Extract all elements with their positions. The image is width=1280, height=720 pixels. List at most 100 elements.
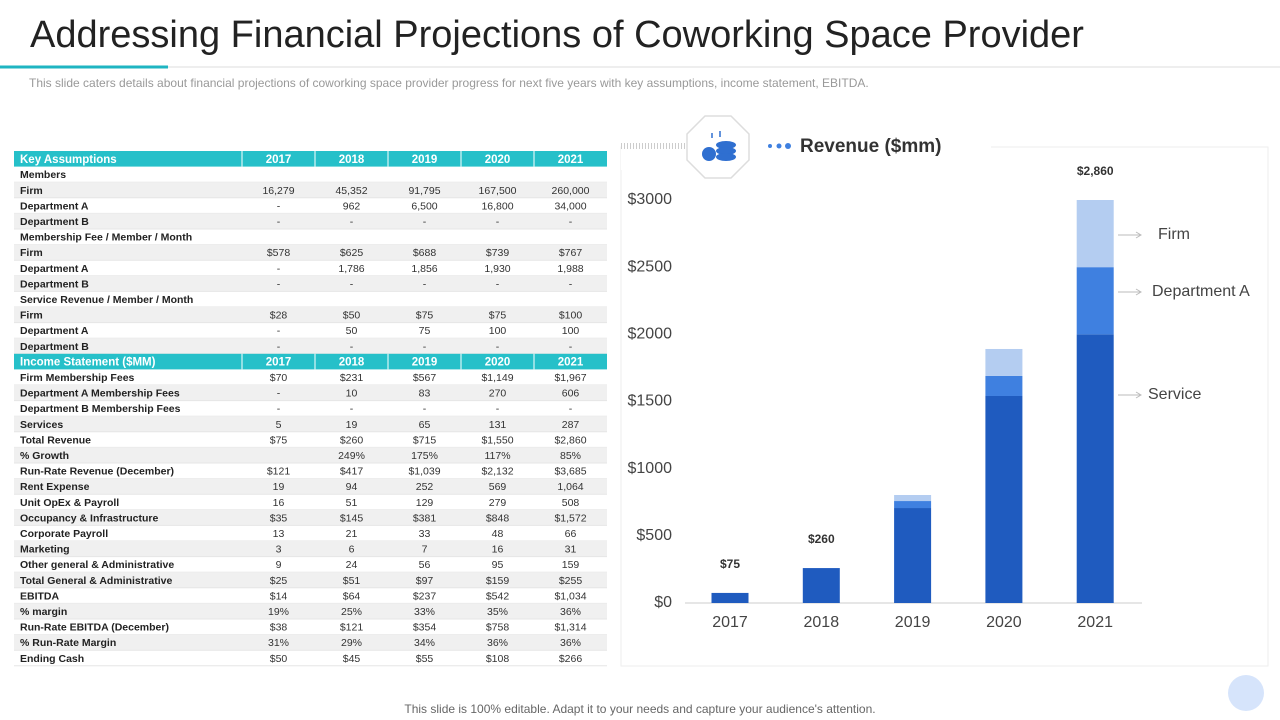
table-cell: 100: [562, 325, 580, 337]
row-stripe: [14, 385, 607, 401]
table-cell: $97: [416, 575, 434, 587]
row-label: Marketing: [20, 544, 70, 556]
table-header-row: [14, 151, 607, 167]
row-label: Firm: [20, 310, 43, 322]
table-cell: 95: [492, 559, 504, 571]
table-cell: 36%: [487, 637, 508, 649]
dot: [776, 143, 782, 149]
table-cell: 129: [416, 497, 434, 509]
table-cell: $75: [489, 310, 507, 322]
table-cell: $715: [413, 434, 437, 446]
table-cell: 249%: [338, 450, 365, 462]
row-label: % Growth: [20, 450, 69, 462]
table-cell: -: [496, 278, 500, 290]
total-label: $260: [808, 532, 835, 546]
table-cell: -: [277, 388, 281, 400]
table-cell: 34%: [414, 637, 435, 649]
table-cell: 33: [419, 528, 431, 540]
total-label: $75: [720, 557, 740, 571]
table-cell: 159: [562, 559, 580, 571]
table-cell: $1,039: [408, 466, 440, 478]
table-cell: 48: [492, 528, 504, 540]
bar-segment: [711, 592, 749, 603]
table-cell: $28: [270, 310, 288, 322]
table-cell: 50: [346, 325, 358, 337]
table-cell: -: [277, 278, 281, 290]
bar-segment: [985, 348, 1023, 376]
table-cell: -: [277, 216, 281, 228]
table-cell: 962: [343, 200, 361, 212]
table-cell: 91,795: [408, 185, 440, 197]
y-tick-label: $2500: [628, 258, 673, 275]
header-cell: Key Assumptions: [20, 154, 117, 166]
title-backdrop: [621, 120, 991, 170]
table-cell: 6: [349, 544, 355, 556]
table-cell: 1,930: [484, 263, 510, 275]
table-cell: $354: [413, 622, 437, 634]
table-cell: 45,352: [335, 185, 367, 197]
corner-dot: [1228, 675, 1264, 711]
bar-segment: [802, 568, 840, 603]
table-cell: 19%: [268, 606, 289, 618]
table-cell: 100: [489, 325, 507, 337]
row-label: Firm Membership Fees: [20, 372, 135, 384]
row-label: Department A: [20, 200, 89, 212]
table-cell: $758: [486, 622, 510, 634]
table-cell: $70: [270, 372, 288, 384]
table-cell: $1,034: [554, 590, 586, 602]
x-tick-label: 2019: [895, 614, 931, 631]
table-cell: -: [277, 200, 281, 212]
table-cell: 131: [489, 419, 507, 431]
legend-arrowhead: [1135, 231, 1142, 239]
chart: $0 $500 $1000 $1500 $2000 $2500 $3000 2017 $75 20…: [628, 164, 1251, 631]
table-cell: $38: [270, 622, 288, 634]
table-cell: $50: [343, 310, 361, 322]
table-cell: $75: [270, 434, 288, 446]
table-cell: $145: [340, 512, 364, 524]
table-cell: 36%: [560, 637, 581, 649]
table-cell: 16: [492, 544, 504, 556]
table-cell: 3: [276, 544, 282, 556]
table-cell: 270: [489, 388, 507, 400]
table-cell: $35: [270, 512, 288, 524]
table-cell: $266: [559, 653, 583, 665]
table-cell: $1,967: [554, 372, 586, 384]
table-cell: 1,988: [557, 263, 583, 275]
table-cell: $25: [270, 575, 288, 587]
table-cell: -: [350, 278, 354, 290]
legend-label: Service: [1148, 386, 1201, 403]
header-cell: 2018: [339, 154, 365, 166]
row-stripe: [14, 509, 607, 526]
row-label: Ending Cash: [20, 653, 84, 665]
table-cell: $1,550: [481, 434, 513, 446]
y-tick-label: $2000: [628, 326, 673, 343]
row-label: EBITDA: [20, 590, 60, 602]
table-cell: 16: [273, 497, 285, 509]
table-cell: $848: [486, 512, 510, 524]
table-cell: 1,856: [411, 263, 437, 275]
table-cell: 94: [346, 481, 358, 493]
legend-arrowhead: [1135, 288, 1142, 296]
table-cell: $14: [270, 590, 288, 602]
table-cell: -: [350, 403, 354, 415]
table-cell: -: [277, 325, 281, 337]
row-stripe: [14, 338, 607, 354]
table-cell: -: [423, 216, 427, 228]
chart-panel: [620, 146, 1269, 667]
legend-label: Firm: [1158, 226, 1190, 243]
row-stripe: [14, 478, 607, 495]
table-cell: $108: [486, 653, 510, 665]
row-stripe: [14, 307, 607, 323]
table-cell: $578: [267, 247, 291, 259]
table-cell: -: [569, 341, 573, 353]
table-cell: 252: [416, 481, 434, 493]
table-cell: $255: [559, 575, 583, 587]
coin-icon: [702, 131, 736, 161]
table-cell: $159: [486, 575, 510, 587]
row-stripe: [14, 182, 607, 198]
table-cell: $64: [343, 590, 361, 602]
header-cell: 2020: [485, 357, 511, 369]
header-cell: 2019: [412, 154, 438, 166]
table-cell: -: [423, 341, 427, 353]
bar-segment: [1076, 200, 1114, 268]
